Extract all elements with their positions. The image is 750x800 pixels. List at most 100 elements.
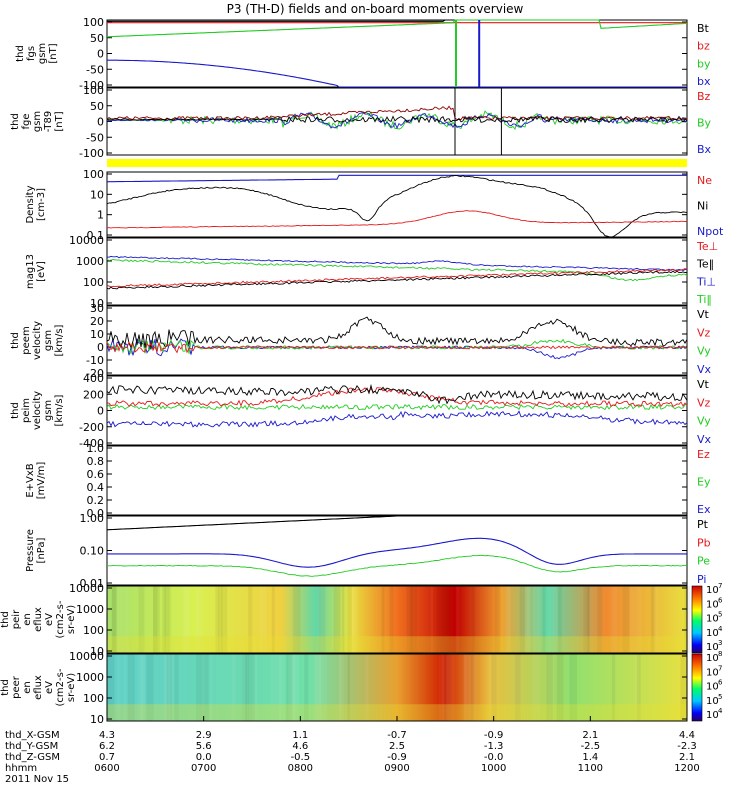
spectrogram-streak [469,654,477,721]
xaxis-value: 6.2 [99,741,115,752]
ytick-label: -100 [79,147,104,160]
spectrogram-streak [167,586,171,653]
xaxis-row-label: thd_Z-GSM [5,752,60,763]
colorbar-exponent: 6 [718,596,723,604]
ylabel-line: velocity [32,391,43,430]
xaxis-value: -0.9 [484,730,504,741]
spectrogram-streak [279,654,286,721]
ytick-label: 50 [90,100,104,113]
legend-label: Bz [697,90,711,103]
ylabel-line: thd [0,611,11,628]
xaxis-row-label: thd_Y-GSM [5,741,58,752]
xaxis-value: 1.4 [582,752,598,763]
ytick-label: 10 [90,188,104,201]
spectrogram-streak [164,586,167,653]
spectrogram-streak [443,654,450,721]
trace-fge-bz [106,105,688,121]
ytick-label: 0.01 [80,577,105,590]
ylabel-line: -T89 [43,111,54,133]
xaxis-value: 0800 [288,763,313,774]
fgs-spike [478,20,481,87]
spectrogram-low-band [107,704,687,721]
spectrogram-streak [534,586,541,653]
status-bar [107,159,687,167]
legend-label: bz [697,40,710,53]
xaxis-value: 2.1 [582,730,598,741]
spectrogram-streak [471,586,475,653]
spectrogram-streak [450,654,455,721]
ytick-label: 50 [90,32,104,45]
ytick-label: 0.8 [87,455,105,468]
spectrogram-streak [138,654,144,721]
spectrogram-streak [182,586,191,653]
xaxis-row-label: hhmm [5,763,37,774]
panel-frame-peem-velocity [106,305,688,376]
spectrogram-streak [153,586,158,653]
spectrogram-streak [291,654,300,721]
ylabel-line: peer [11,675,22,699]
legend-label: Bx [697,143,712,156]
ytick-label: 100 [83,168,104,181]
ytick-label: -200 [79,421,104,434]
trace-npot [106,174,687,183]
xaxis-value: -2.5 [581,741,601,752]
xaxis-value: 4.6 [292,741,308,752]
legend-label: Vx [697,363,712,376]
spectrogram-streak [168,654,174,721]
spectrogram-streak [586,586,590,653]
xaxis-value: 2.9 [196,730,212,741]
legend-label: Ez [697,448,710,461]
trace-fge-bt [107,115,688,124]
trace-pe [106,554,688,577]
ytick-label: 100 [83,692,104,705]
spectrogram-streak [146,654,154,721]
panel-frame-peir-eflux [106,585,688,654]
spectrogram-streak [252,654,258,721]
ytick-label: 100 [83,276,104,289]
colorbar-exponent: 4 [718,625,723,633]
spectrogram-streak [446,654,451,721]
colorbar-label: 10 [706,599,719,610]
panel-peim-velocity: 400 200 0 -200 -400 thd peim velocity gsm [km/s] V… [10,372,712,450]
ytick-label: -10 [86,354,104,367]
colorbar-label: 10 [706,682,719,693]
ylabel-line: gsm [43,330,54,351]
xaxis-value: 4.4 [679,730,695,741]
ytick-label: 10000 [69,582,104,595]
spectrogram-streak [270,654,278,721]
colorbar-exponent: 6 [718,679,723,687]
spectrogram-streak [436,586,445,653]
panel-fgs: 100 50 0 -50 -100 thd fgs gsm [nT] Bt bz by bx [15,16,711,92]
spectrogram-streak [248,586,253,653]
trace-pi [107,537,687,568]
ylabel-line: [km/s] [54,324,65,356]
spectrogram-streak [514,654,522,721]
spectrogram-streak [558,586,562,653]
legend-label: Vy [697,415,711,428]
trace-te-perp [106,268,688,288]
spectrogram-streak [127,654,135,721]
spectrogram-streak [218,586,223,653]
spectrogram-streak [491,654,497,721]
ytick-label: 0 [97,405,104,418]
ylabel-line: [mV/m] [36,462,47,500]
panel-density: 100 10 1 0.1 Density [cm-3] Ne Ni Npot [25,168,724,242]
xaxis-value: 1200 [674,763,699,774]
xaxis-value: 2.1 [679,752,695,763]
panel-fge: 100 50 0 -50 -100 thd fge gsm -T89 [nT] Bz By Bx [10,84,712,160]
spectrogram-streak [652,586,659,653]
ytick-label: 0.0 [87,507,105,520]
xaxis-value: -2.3 [677,741,697,752]
colorbar-peir-eflux [691,585,703,654]
spectrogram-streak [455,586,460,653]
ytick-label: 0 [97,116,104,129]
ytick-label: 0.2 [87,494,105,507]
colorbar-exponent: 5 [718,693,722,701]
ytick-label: 10 [90,645,104,658]
ylabel-line: en [22,681,33,694]
ytick-label: 10000 [69,650,104,663]
spectrogram-streak [290,654,296,721]
ylabel-line: [nPa] [36,537,47,563]
